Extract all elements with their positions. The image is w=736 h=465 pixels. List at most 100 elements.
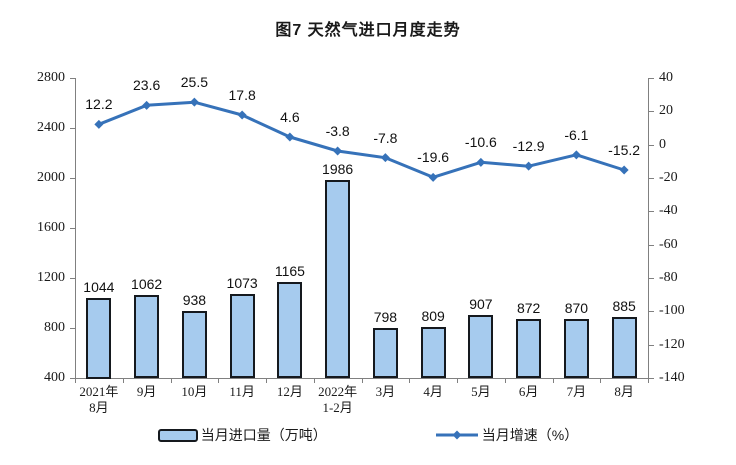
x-tick xyxy=(409,379,410,383)
x-tick xyxy=(266,379,267,383)
line-point-9 xyxy=(524,161,534,171)
legend-item-imports: 当月进口量（万吨） xyxy=(157,425,327,445)
bar-4 xyxy=(277,282,302,378)
line-point-4 xyxy=(285,132,295,142)
y-right-tick xyxy=(649,145,654,146)
x-tick xyxy=(457,379,458,383)
y-right-tick xyxy=(649,111,654,112)
bar-label-0: 1044 xyxy=(83,279,115,295)
x-axis xyxy=(75,378,649,379)
line-point-3 xyxy=(237,110,247,120)
y-right-tick xyxy=(649,178,654,179)
y-right-label-1: 20 xyxy=(659,103,673,118)
bar-label-7: 809 xyxy=(421,308,445,324)
y-right-tick xyxy=(649,345,654,346)
line-point-5 xyxy=(333,146,343,156)
x-tick xyxy=(553,379,554,383)
x-tick xyxy=(314,379,315,383)
x-label-8: 5月 xyxy=(471,384,491,399)
bar-label-6: 798 xyxy=(373,309,398,325)
chart-title: 图7 天然气进口月度走势 xyxy=(275,22,461,39)
y-left-tick xyxy=(70,178,75,179)
bar-5 xyxy=(325,180,350,378)
bar-8 xyxy=(468,315,493,378)
line-label-8: -10.6 xyxy=(464,134,497,150)
x-tick xyxy=(362,379,363,383)
bar-3 xyxy=(230,294,255,378)
line-label-5: -3.8 xyxy=(325,123,350,139)
bar-label-1: 1062 xyxy=(131,276,163,292)
line-point-6 xyxy=(380,153,390,163)
bar-label-2: 938 xyxy=(182,292,207,308)
line-marker-swatch-icon xyxy=(435,430,478,440)
line-point-11 xyxy=(619,165,629,175)
x-tick xyxy=(75,379,76,383)
bar-0 xyxy=(86,298,111,379)
line-label-9: -12.9 xyxy=(512,138,545,154)
bar-11 xyxy=(612,317,637,378)
bar-9 xyxy=(516,319,541,378)
x-label-2: 10月 xyxy=(181,384,208,399)
y-left-tick xyxy=(70,278,75,279)
y-right-tick xyxy=(649,211,654,212)
bar-label-3: 1073 xyxy=(226,275,258,291)
y-right-tick xyxy=(649,278,654,279)
y-right-label-2: 0 xyxy=(659,137,666,152)
bar-6 xyxy=(373,328,398,378)
y-right-tick xyxy=(649,378,654,379)
line-point-1 xyxy=(142,100,152,110)
y-left-label-6: 400 xyxy=(44,370,65,385)
bar-label-8: 907 xyxy=(469,296,493,312)
y-left-label-4: 1200 xyxy=(37,270,65,285)
x-tick xyxy=(648,379,649,383)
line-label-3: 17.8 xyxy=(228,87,256,103)
legend-label-imports: 当月进口量（万吨） xyxy=(200,427,327,443)
bar-label-11: 885 xyxy=(612,298,636,314)
x-label-5: 2022年 1-2月 xyxy=(318,384,358,415)
x-tick xyxy=(218,379,219,383)
x-label-7: 4月 xyxy=(423,384,443,399)
bar-label-5: 1986 xyxy=(322,161,354,177)
line-label-7: -19.6 xyxy=(417,149,450,165)
line-point-2 xyxy=(189,97,199,107)
bar-1 xyxy=(134,295,159,378)
y-axis-right xyxy=(648,78,649,379)
x-label-0: 2021年 8月 xyxy=(79,384,119,415)
line-label-10: -6.1 xyxy=(564,127,589,143)
x-label-6: 3月 xyxy=(375,384,396,399)
line-point-0 xyxy=(94,119,104,129)
x-label-9: 6月 xyxy=(518,384,539,399)
legend-item-growth: 当月增速（%） xyxy=(435,425,578,445)
y-left-label-5: 800 xyxy=(44,320,65,335)
y-right-tick xyxy=(649,311,654,312)
x-label-1: 9月 xyxy=(136,384,157,399)
y-right-label-9: -140 xyxy=(659,370,685,385)
y-left-tick xyxy=(70,128,75,129)
legend: 当月进口量（万吨） 当月增速（%） xyxy=(0,425,736,445)
y-right-label-8: -120 xyxy=(659,337,685,352)
y-left-label-1: 2400 xyxy=(37,120,65,135)
line-label-4: 4.6 xyxy=(280,109,300,125)
y-right-label-5: -60 xyxy=(659,237,678,252)
y-left-tick xyxy=(70,78,75,79)
line-label-11: -15.2 xyxy=(608,142,641,158)
bar-swatch-icon xyxy=(157,428,198,442)
x-tick xyxy=(600,379,601,383)
bar-label-4: 1165 xyxy=(274,263,305,279)
line-label-6: -7.8 xyxy=(373,130,398,146)
y-left-label-0: 2800 xyxy=(37,70,65,85)
y-right-tick xyxy=(649,245,654,246)
y-left-tick xyxy=(70,328,75,329)
y-right-label-6: -80 xyxy=(659,270,678,285)
y-right-label-3: -20 xyxy=(659,170,678,185)
y-left-tick xyxy=(70,228,75,229)
line-label-1: 23.6 xyxy=(133,77,161,93)
y-right-label-4: -40 xyxy=(659,203,678,218)
bar-2 xyxy=(182,311,207,378)
y-right-label-0: 40 xyxy=(659,70,673,85)
y-left-label-3: 1600 xyxy=(37,220,65,235)
bar-10 xyxy=(564,319,589,378)
line-point-8 xyxy=(476,157,486,167)
x-label-11: 8月 xyxy=(614,384,634,399)
